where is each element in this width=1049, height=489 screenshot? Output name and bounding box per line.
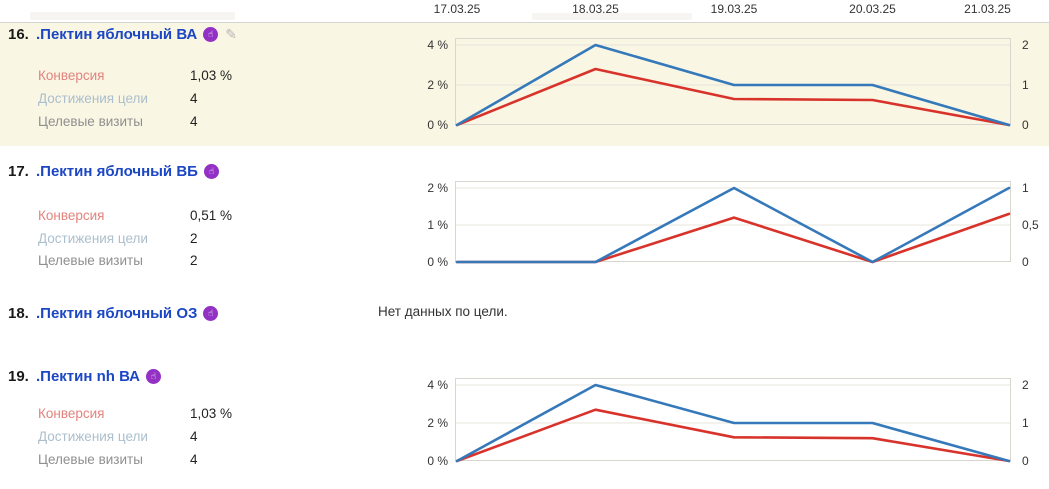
axis-separator-line <box>0 22 1049 23</box>
reaches-line <box>455 383 1011 463</box>
goal-reaches-label: Достижения цели <box>38 91 148 106</box>
date-axis-label: 21.03.25 <box>964 2 1011 16</box>
retargeting-goal-icon[interactable]: ☝ <box>203 163 219 179</box>
right-axis-label: 0 <box>1022 118 1029 132</box>
goal-title-line: 18. .Пектин яблочный ОЗ ☝ <box>8 304 219 322</box>
date-axis-label: 17.03.25 <box>433 2 481 16</box>
goal-trend-chart: 4 % 2 % 0 % 2 1 0 <box>404 378 1049 468</box>
goal-visits-value: 4 <box>190 114 198 129</box>
goal-title-link[interactable]: .Пектин яблочный ВБ <box>36 162 198 180</box>
chart-plot-area <box>455 38 1011 127</box>
conversion-line <box>455 67 1011 127</box>
right-axis-label: 0,5 <box>1022 218 1039 232</box>
retargeting-goal-icon[interactable]: ☝ <box>146 368 162 384</box>
goal-reaches-value: 4 <box>190 429 198 444</box>
goal-reaches-value: 4 <box>190 91 198 106</box>
left-axis-label: 0 % <box>427 118 448 132</box>
conversion-value: 1,03 % <box>190 406 233 421</box>
goal-visits-label: Целевые визиты <box>38 253 143 268</box>
goal-visits-label: Целевые визиты <box>38 452 143 467</box>
retargeting-goal-icon[interactable]: ☝ <box>203 26 219 42</box>
goal-visits-label: Целевые визиты <box>38 114 143 129</box>
left-axis-label: 0 % <box>427 454 448 468</box>
date-axis-label: 18.03.25 <box>572 2 619 16</box>
no-goal-data-message: Нет данных по цели. <box>378 304 508 319</box>
retargeting-goal-icon[interactable]: ☝ <box>203 305 219 321</box>
goal-title-line: 17. .Пектин яблочный ВБ ☝ <box>8 162 219 180</box>
goal-reaches-label: Достижения цели <box>38 231 148 246</box>
right-axis-label: 0 <box>1022 255 1029 269</box>
chart-plot-area <box>455 181 1011 264</box>
conversion-value: 0,51 % <box>190 208 233 223</box>
left-axis-label: 1 % <box>427 218 448 232</box>
conversion-label: Конверсия <box>38 208 105 223</box>
right-axis-label: 1 <box>1022 78 1029 92</box>
goal-rank: 19. <box>8 367 29 385</box>
left-axis-label: 2 % <box>427 78 448 92</box>
left-axis-label: 4 % <box>427 378 448 392</box>
conversion-label: Конверсия <box>38 68 105 83</box>
goal-title-line: 16. .Пектин яблочный ВА ☝ ✎ <box>8 25 237 43</box>
goal-visits-value: 4 <box>190 452 198 467</box>
left-axis-label: 4 % <box>427 38 448 52</box>
clipped-previous-row-remnant <box>30 12 235 20</box>
right-axis-label: 2 <box>1022 378 1029 392</box>
edit-goal-icon[interactable]: ✎ <box>225 25 237 42</box>
conversion-line <box>455 212 1011 264</box>
conversion-value: 1,03 % <box>190 68 233 83</box>
goal-rank: 17. <box>8 162 29 180</box>
goal-reaches-value: 2 <box>190 231 198 246</box>
right-axis-label: 1 <box>1022 181 1029 195</box>
goal-reaches-label: Достижения цели <box>38 429 148 444</box>
right-axis-label: 1 <box>1022 416 1029 430</box>
goal-rank: 16. <box>8 25 29 43</box>
goal-trend-chart: 2 % 1 % 0 % 1 0,5 0 <box>404 181 1049 269</box>
goal-title-link[interactable]: .Пектин nh ВА <box>36 367 141 385</box>
left-axis-label: 2 % <box>427 416 448 430</box>
goal-title-link[interactable]: .Пектин яблочный ОЗ <box>36 304 198 322</box>
left-axis-label: 0 % <box>427 255 448 269</box>
conversion-line <box>455 408 1011 463</box>
reaches-line <box>455 43 1011 127</box>
right-axis-label: 2 <box>1022 38 1029 52</box>
reaches-line <box>455 186 1011 264</box>
goal-visits-value: 2 <box>190 253 198 268</box>
chart-plot-area <box>455 378 1011 463</box>
goal-title-link[interactable]: .Пектин яблочный ВА <box>36 25 198 43</box>
goal-title-line: 19. .Пектин nh ВА ☝ <box>8 367 162 385</box>
date-axis-label: 20.03.25 <box>849 2 896 16</box>
right-axis-label: 0 <box>1022 454 1029 468</box>
goal-trend-chart: 4 % 2 % 0 % 2 1 0 <box>404 38 1049 132</box>
clipped-previous-row-remnant <box>532 13 692 20</box>
conversion-label: Конверсия <box>38 406 105 421</box>
goal-rank: 18. <box>8 304 29 322</box>
left-axis-label: 2 % <box>427 181 448 195</box>
date-axis-label: 19.03.25 <box>710 2 758 16</box>
